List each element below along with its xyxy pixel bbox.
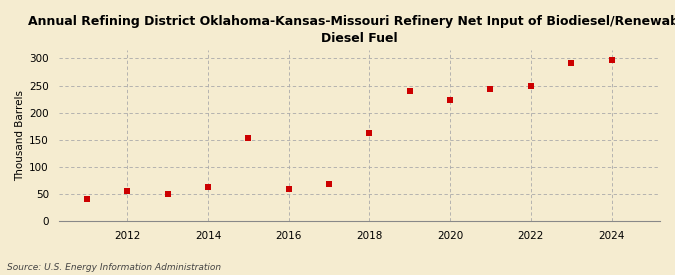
Point [364, 131, 375, 135]
Point [82, 197, 92, 202]
Title: Annual Refining District Oklahoma-Kansas-Missouri Refinery Net Input of Biodiese: Annual Refining District Oklahoma-Kansas… [28, 15, 675, 45]
Text: Source: U.S. Energy Information Administration: Source: U.S. Energy Information Administ… [7, 263, 221, 272]
Point [122, 189, 133, 193]
Point [566, 61, 576, 65]
Y-axis label: Thousand Barrels: Thousand Barrels [15, 90, 25, 181]
Point [404, 89, 415, 93]
Point [445, 98, 456, 102]
Point [323, 182, 334, 186]
Point [525, 84, 536, 88]
Point [485, 87, 496, 91]
Point [202, 185, 213, 189]
Point [162, 192, 173, 196]
Point [284, 186, 294, 191]
Point [606, 57, 617, 62]
Point [243, 136, 254, 140]
